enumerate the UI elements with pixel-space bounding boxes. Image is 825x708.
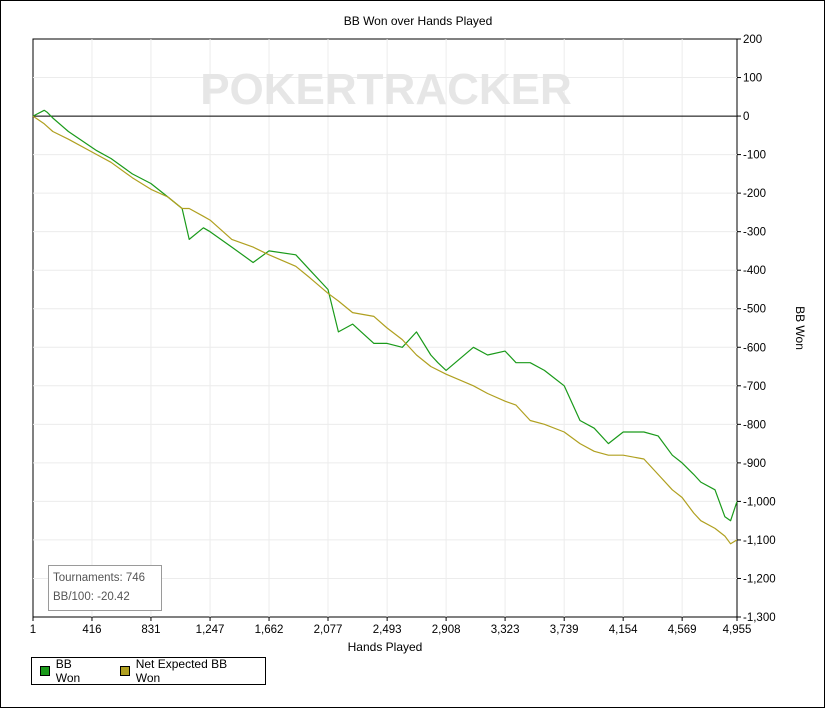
y-tick-label: 200: [743, 34, 762, 46]
x-tick-label: 4,955: [723, 624, 752, 636]
y-tick-label: -800: [743, 419, 766, 431]
x-tick-label: 2,493: [373, 624, 402, 636]
x-tick-label: 1,247: [196, 624, 225, 636]
x-tick-label: 1: [30, 624, 36, 636]
x-tick-label: 2,908: [432, 624, 461, 636]
x-tick-label: 3,323: [491, 624, 520, 636]
y-tick-label: -300: [743, 227, 766, 239]
y-tick-label: -1,000: [743, 496, 776, 508]
legend-label-net-expected: Net Expected BB Won: [135, 657, 228, 685]
x-tick-label: 1,662: [255, 624, 284, 636]
legend-swatch-bb-won: [40, 666, 50, 676]
legend-item-net-expected: Net Expected BB Won: [119, 657, 251, 685]
y-tick-label: 100: [743, 73, 762, 85]
x-axis-label: Hands Played: [348, 640, 423, 654]
x-axis-ticks: 1 416 831 1,247 1,662 2,077 2,493 2,908 3,323 3,7…: [30, 617, 752, 636]
y-tick-label: -500: [743, 304, 766, 316]
bb-per-100: BB/100: -20.42: [53, 591, 130, 603]
y-tick-label: -200: [743, 188, 766, 200]
y-tick-label: -1,200: [743, 573, 776, 585]
x-tick-label: 416: [82, 624, 101, 636]
y-tick-label: -600: [743, 342, 766, 354]
legend-swatch-net-expected: [119, 666, 130, 676]
stats-box: Tournaments: 746 BB/100: -20.42: [48, 565, 162, 611]
chart-title: BB Won over Hands Played: [344, 14, 493, 28]
legend-item-bb-won: BB Won: [40, 657, 98, 685]
y-tick-label: -1,300: [743, 612, 776, 624]
y-axis-label: BB Won: [793, 306, 807, 350]
x-tick-label: 3,739: [550, 624, 579, 636]
series-line-bb-won: [32, 109, 738, 522]
legend-label-bb-won: BB Won: [55, 657, 81, 685]
series-lines: [32, 109, 738, 545]
y-axis-ticks: 200 100 0 -100 -200 -300 -400 -500 -600 -700 -800 -…: [737, 34, 776, 624]
x-tick-label: 4,569: [668, 624, 697, 636]
y-tick-label: -1,100: [743, 535, 776, 547]
tournaments-count: Tournaments: 746: [53, 572, 146, 584]
y-tick-label: -900: [743, 458, 766, 470]
x-tick-label: 4,154: [609, 624, 638, 636]
y-tick-label: -400: [743, 265, 766, 277]
watermark: POKERTRACKER: [200, 65, 572, 114]
plot-area: [32, 38, 738, 618]
y-tick-label: -100: [743, 150, 766, 162]
series-line-net-expected: [32, 115, 738, 545]
y-tick-label: -700: [743, 381, 766, 393]
x-tick-label: 2,077: [314, 624, 343, 636]
legend: BB Won Net Expected BB Won: [31, 657, 266, 685]
y-tick-label: 0: [743, 111, 749, 123]
x-tick-label: 831: [141, 624, 160, 636]
